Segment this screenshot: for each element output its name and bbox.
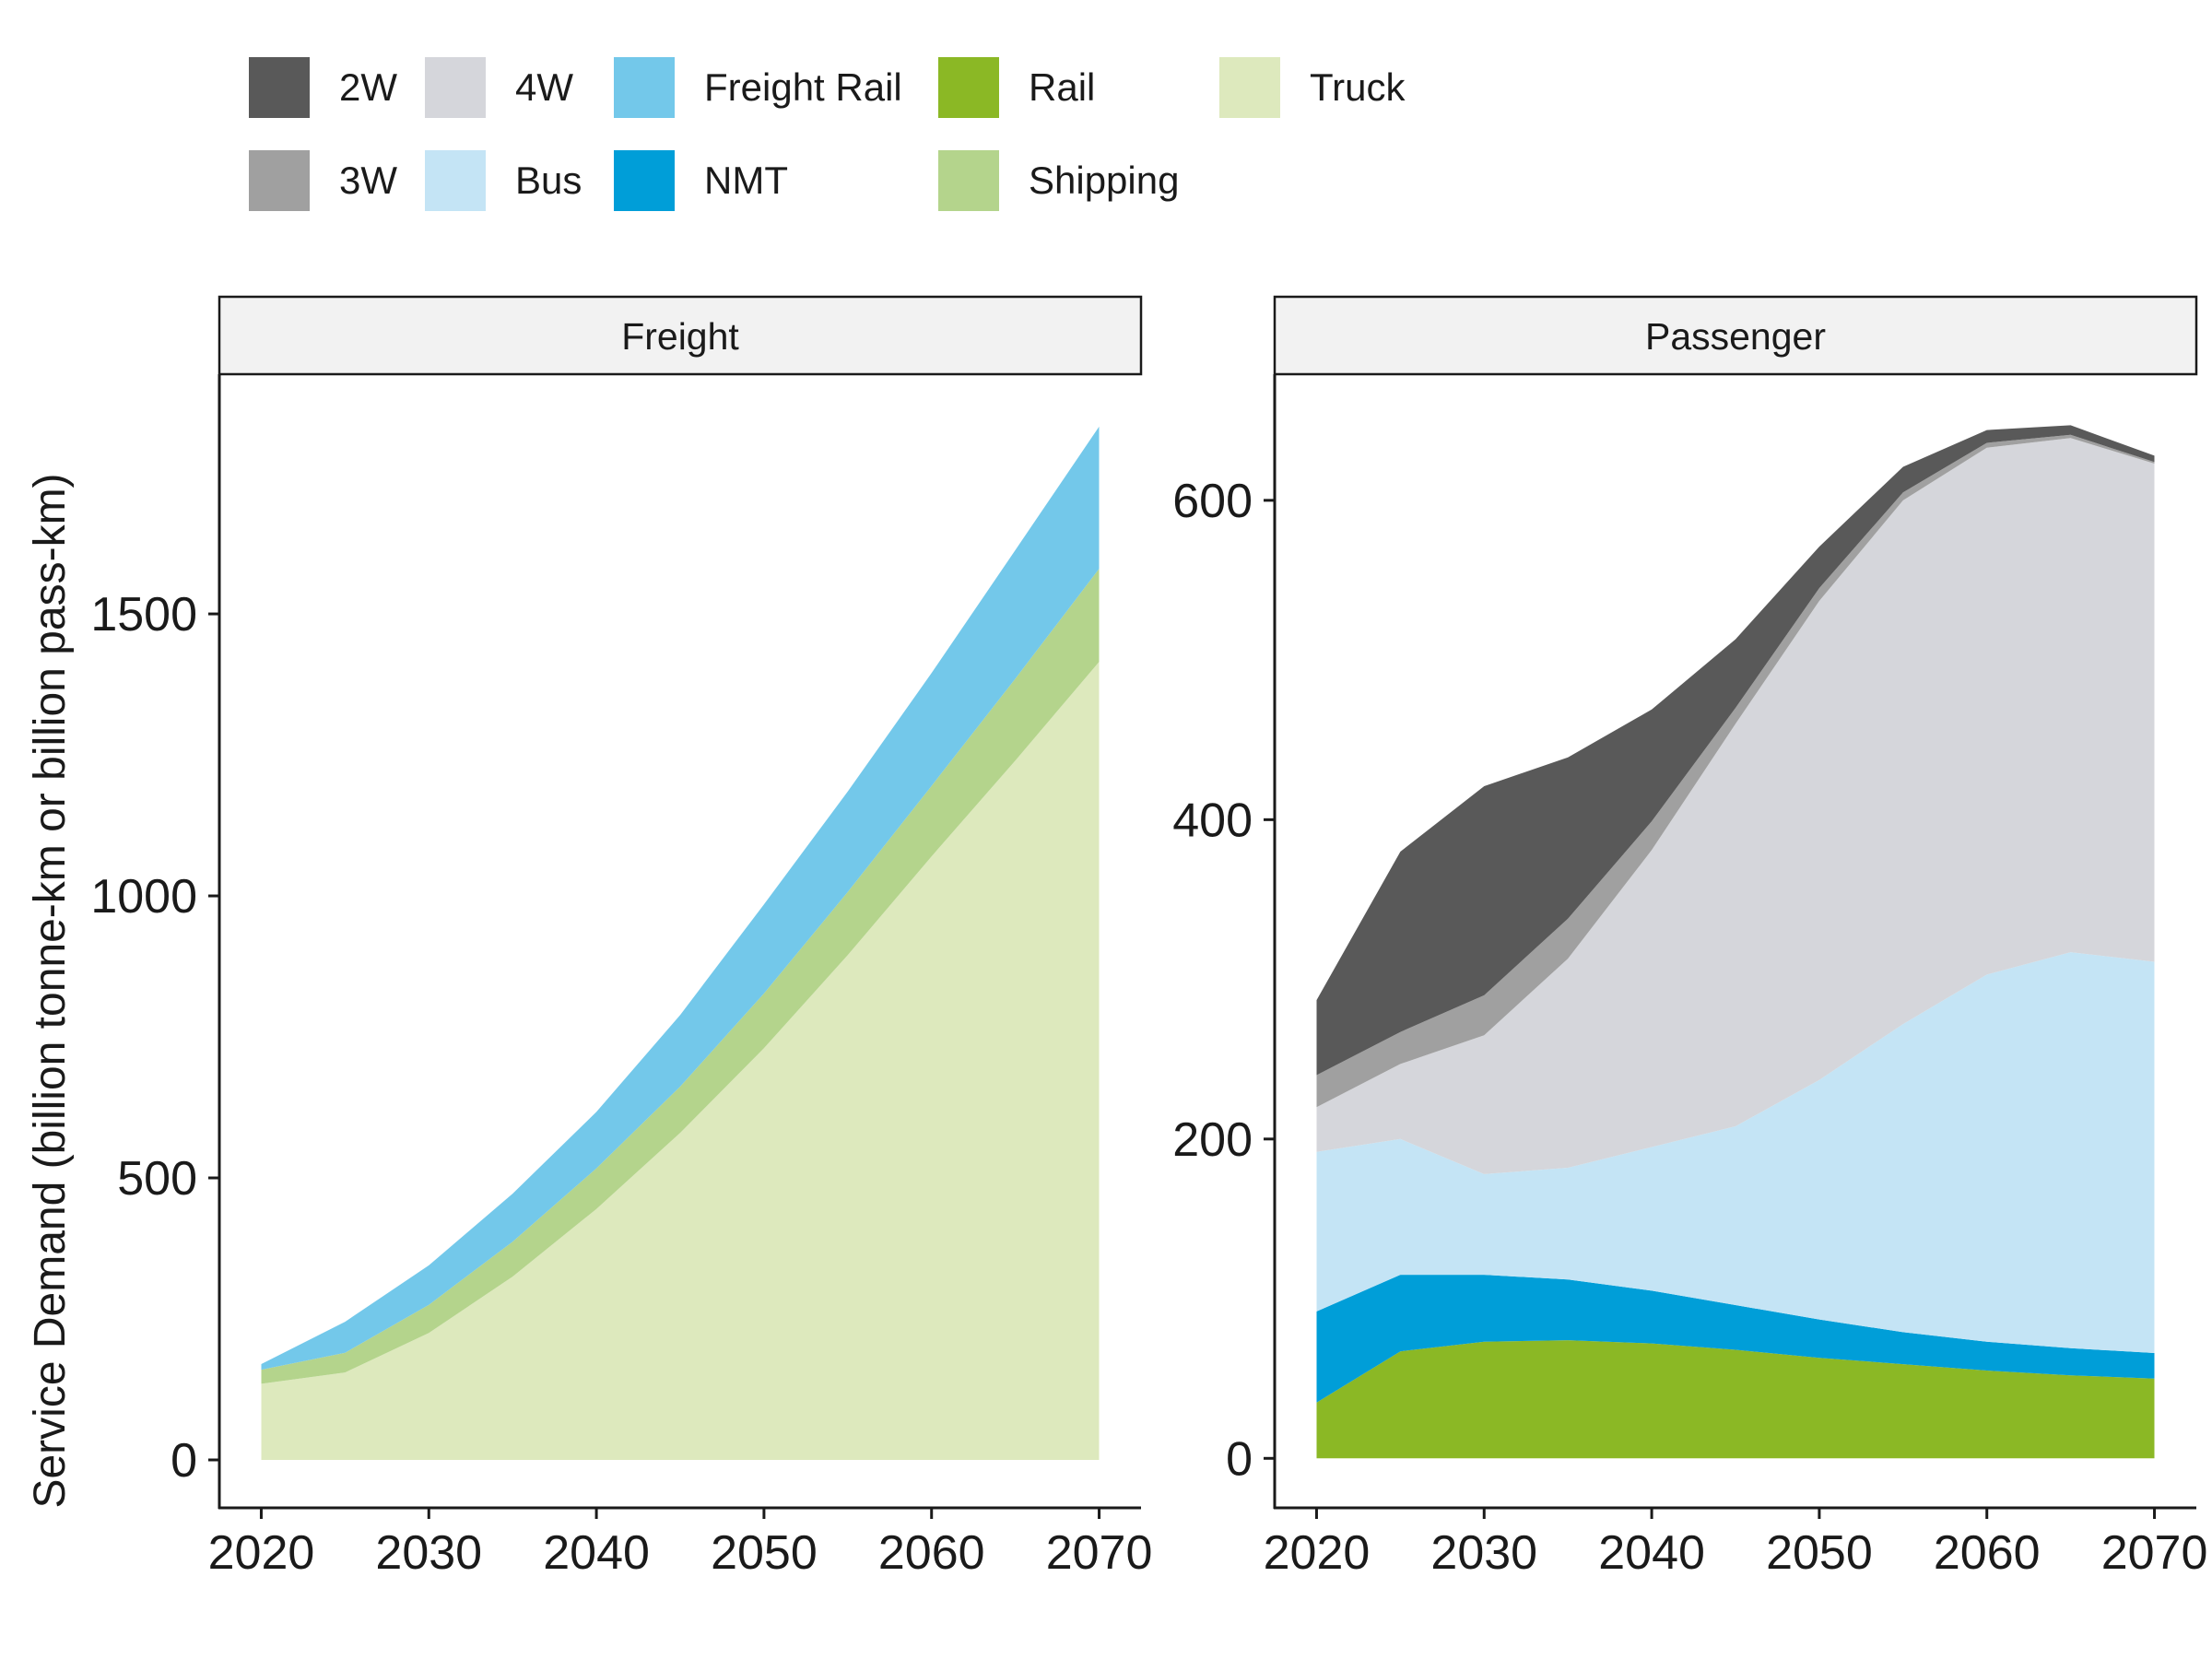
- area-4w: [1316, 438, 2155, 1174]
- legend-item-bus: Bus: [425, 150, 582, 211]
- facet-strip-label: Freight: [621, 315, 739, 358]
- x-tick-label: 2020: [1264, 1526, 1371, 1580]
- y-tick-label: 600: [1172, 475, 1253, 528]
- y-tick-label: 1500: [90, 588, 197, 641]
- legend-item-3w: 3W: [249, 150, 397, 211]
- legend-label: Freight Rail: [704, 65, 902, 109]
- axes: 0 200 400 600 2020 2030 2040 2050 2060 2070: [1172, 374, 2207, 1580]
- area-rail: [1316, 1340, 2155, 1459]
- legend-swatch: [938, 150, 999, 211]
- legend-item-truck: Truck: [1219, 57, 1406, 118]
- legend-swatch: [425, 150, 486, 211]
- area-2w: [1316, 425, 2155, 1076]
- y-tick-label: 0: [171, 1434, 197, 1488]
- x-tick-label: 2020: [208, 1526, 315, 1580]
- x-tick-label: 2070: [1046, 1526, 1153, 1580]
- legend-label: NMT: [704, 159, 788, 202]
- y-axis-title: Service Demand (billion tonne-km or bill…: [26, 473, 75, 1508]
- area-bus: [1316, 952, 2155, 1353]
- legend-swatch: [938, 57, 999, 118]
- legend-item-4w: 4W: [425, 57, 573, 118]
- legend-swatch: [1219, 57, 1280, 118]
- area-nmt: [1316, 1275, 2155, 1403]
- area-truck: [261, 662, 1100, 1460]
- facet-strip: Passenger: [1273, 295, 2198, 376]
- x-tick-label: 2060: [878, 1526, 985, 1580]
- area-3w: [1316, 434, 2155, 1108]
- x-tick-label: 2050: [711, 1526, 818, 1580]
- x-tick-label: 2030: [375, 1526, 482, 1580]
- x-tick-label: 2070: [2101, 1526, 2208, 1580]
- legend-label: Rail: [1029, 65, 1095, 109]
- legend-item-rail: Rail: [938, 57, 1095, 118]
- legend-item-nmt: NMT: [614, 150, 788, 211]
- panel-passenger: Passenger 0 200 400 600 2020 2030 2040 2050 2060 2…: [1172, 295, 2207, 1580]
- legend-item-shipping: Shipping: [938, 150, 1179, 211]
- y-tick-label: 200: [1172, 1113, 1253, 1167]
- x-tick-label: 2050: [1766, 1526, 1873, 1580]
- legend-label: 2W: [339, 65, 397, 109]
- x-tick-label: 2030: [1430, 1526, 1537, 1580]
- legend-label: Shipping: [1029, 159, 1179, 202]
- legend-swatch: [614, 57, 675, 118]
- legend-label: 4W: [515, 65, 573, 109]
- y-tick-label: 0: [1226, 1432, 1253, 1486]
- axes: 0 500 1000 1500 2020 2030 2040 2050 2060 2070: [90, 374, 1152, 1580]
- panel-freight: Freight 0 500 1000 1500 2020 2030 2040 2050 2060 2…: [90, 295, 1152, 1580]
- x-tick-label: 2040: [1598, 1526, 1705, 1580]
- legend-label: Truck: [1310, 65, 1406, 109]
- legend-swatch: [614, 150, 675, 211]
- areas: [1316, 425, 2155, 1459]
- legend-swatch: [425, 57, 486, 118]
- facet-strip: Freight: [218, 295, 1143, 376]
- facet-strip-label: Passenger: [1645, 315, 1826, 358]
- legend-label: Bus: [515, 159, 582, 202]
- legend-label: 3W: [339, 159, 397, 202]
- legend-item-2w: 2W: [249, 57, 397, 118]
- y-tick-label: 400: [1172, 794, 1253, 847]
- areas: [261, 426, 1100, 1460]
- x-tick-label: 2040: [543, 1526, 650, 1580]
- y-tick-label: 500: [117, 1152, 197, 1206]
- y-tick-label: 1000: [90, 870, 197, 924]
- legend-swatch: [249, 150, 310, 211]
- x-tick-label: 2060: [1934, 1526, 2041, 1580]
- legend-item-freight-rail: Freight Rail: [614, 57, 902, 118]
- legend: 2W 3W 4W Bus Freight Rail NMT Rail Shipping Truc…: [249, 57, 1406, 211]
- legend-swatch: [249, 57, 310, 118]
